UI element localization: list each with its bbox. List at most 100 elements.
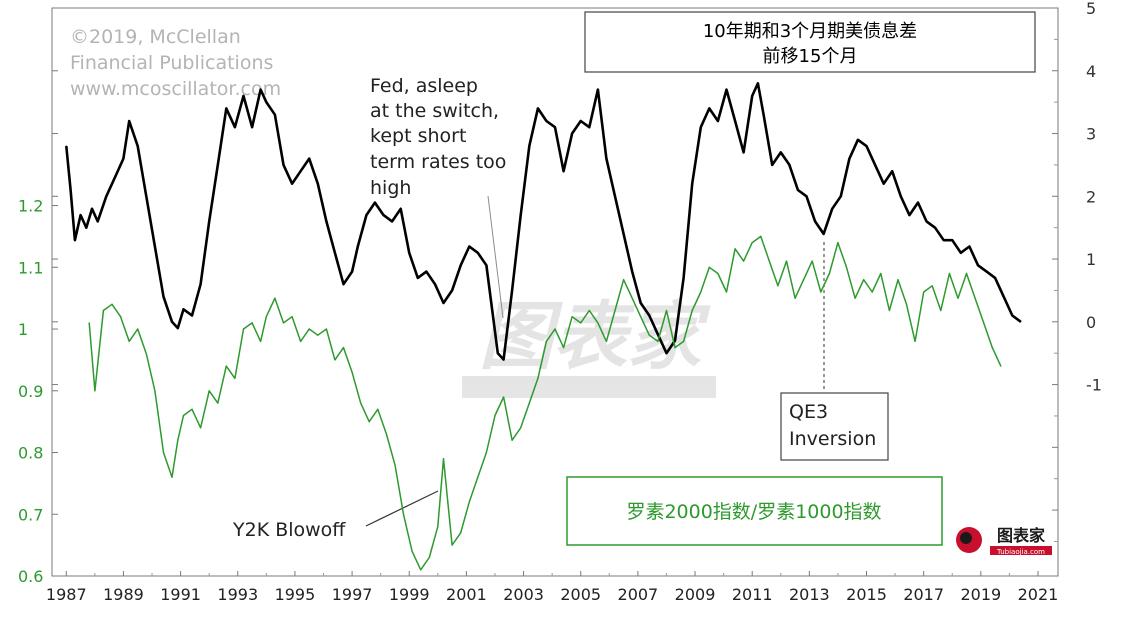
- yield-spread-point: [342, 283, 345, 285]
- russell-ratio-point: [282, 322, 285, 324]
- yield-spread-point: [865, 145, 868, 147]
- yield-spread-point: [417, 277, 419, 279]
- yield-spread-point: [374, 202, 376, 204]
- yield-spread-point: [674, 340, 676, 342]
- russell-ratio-point: [451, 544, 453, 546]
- russell-ratio-point: [394, 464, 396, 466]
- yield-spread-point: [282, 164, 285, 166]
- russell-ratio-point: [88, 322, 90, 324]
- x-tick-label: 2003: [503, 585, 544, 604]
- yield-spread-point: [814, 220, 816, 222]
- russell-ratio-point: [545, 340, 548, 342]
- yield-spread-point: [725, 89, 728, 91]
- yield-spread-point: [840, 195, 842, 197]
- x-tick-label: 2013: [789, 585, 830, 604]
- russell-ratio-point: [94, 390, 96, 392]
- yield-spread-point: [571, 132, 573, 135]
- russell-ratio-point: [402, 513, 405, 515]
- russell-ratio-point: [905, 303, 908, 305]
- title-box: [584, 11, 1036, 73]
- yield-spread-point: [751, 95, 753, 97]
- russell-ratio-point: [520, 427, 522, 429]
- yield-spread-point: [217, 164, 219, 166]
- yield-spread-point: [917, 202, 919, 204]
- russell-ratio-point: [274, 297, 276, 299]
- russell-ratio-point: [511, 439, 513, 441]
- yield-spread-point: [605, 158, 608, 160]
- russell-ratio-point: [897, 279, 899, 281]
- russell-ratio-point: [554, 328, 556, 330]
- russell-ratio-point: [777, 285, 779, 287]
- russell-ratio-point: [234, 377, 236, 379]
- yield-spread-point: [80, 214, 82, 216]
- yield-spread-point: [145, 195, 147, 197]
- russell-ratio-point: [605, 340, 608, 342]
- corner-logo-mark-inner: [960, 532, 972, 544]
- yield-spread-point: [408, 252, 410, 254]
- x-tick-label: 2017: [903, 585, 944, 604]
- yield-spread-point: [208, 220, 210, 222]
- x-tick-label: 2005: [560, 585, 601, 604]
- x-tick-label: 1997: [332, 585, 373, 604]
- yield-spread-point: [177, 327, 179, 329]
- russell-ratio-point: [845, 266, 848, 268]
- yield-spread-point: [97, 220, 99, 222]
- yield-spread-point: [648, 314, 650, 317]
- yield-spread-line: [65, 82, 1022, 361]
- russell-ratio-point: [674, 347, 676, 349]
- x-tick-label: 2011: [732, 585, 773, 604]
- x-tick-label: 2021: [1018, 585, 1059, 604]
- russell-ratio-point: [863, 279, 865, 281]
- left-tick-label: 1.2: [18, 197, 43, 216]
- russell-ratio-point: [760, 235, 762, 237]
- russell-ratio-point: [377, 408, 379, 410]
- yield-spread-point: [537, 107, 539, 109]
- yield-spread-point: [365, 214, 367, 216]
- yield-spread-point: [614, 195, 616, 197]
- yield-spread-point: [70, 189, 72, 191]
- yield-spread-point: [788, 164, 791, 166]
- yield-spread-point: [485, 264, 487, 266]
- russell-ratio-point: [631, 297, 633, 299]
- right-tick-label: 1: [1086, 250, 1096, 269]
- fed-pointer-line: [487, 195, 504, 319]
- yield-spread-point: [848, 158, 851, 160]
- russell-ratio-point: [571, 316, 573, 318]
- russell-ratio-point: [708, 266, 710, 268]
- fed-annotation-line-1: Fed, asleep: [370, 75, 478, 97]
- x-tick-label: 2007: [618, 585, 659, 604]
- corner-logo-text: 图表家: [997, 526, 1046, 545]
- yield-spread-point: [325, 220, 327, 222]
- russell-ratio-point: [317, 334, 319, 336]
- russell-ratio-point: [260, 340, 262, 342]
- fed-annotation-line-3: kept short: [370, 125, 466, 147]
- yield-spread-point: [580, 120, 582, 122]
- yield-spread-point: [708, 107, 710, 109]
- russell-ratio-point: [145, 353, 147, 355]
- yield-spread-point: [225, 107, 227, 109]
- russell-ratio-point: [940, 309, 942, 312]
- x-tick-label: 1999: [389, 585, 430, 604]
- yield-spread-point: [242, 95, 245, 97]
- russell-ratio-point: [325, 328, 327, 330]
- left-tick-label: 1: [18, 320, 28, 339]
- russell-ratio-point: [691, 309, 693, 312]
- left-axis-ticks: 1.2 1.1 1 0.9 0.8 0.7 0.6: [18, 197, 58, 586]
- russell-ratio-point: [983, 322, 985, 324]
- yield-spread-point: [171, 321, 173, 323]
- yield-spread-point: [182, 308, 185, 310]
- russell-ratio-point: [734, 248, 736, 250]
- yield-spread-point: [503, 358, 505, 361]
- russell-ratio-point: [914, 340, 916, 342]
- russell-ratio-point: [251, 322, 253, 324]
- yield-spread-point: [891, 170, 893, 172]
- yield-spread-point: [260, 89, 262, 91]
- russell-ratio-point: [360, 402, 362, 404]
- yield-spread-point: [563, 170, 565, 172]
- russell-ratio-point: [528, 402, 530, 404]
- x-tick-label: 2015: [846, 585, 887, 604]
- russell-ratio-point: [974, 297, 976, 299]
- yield-spread-point: [857, 139, 859, 141]
- yield-spread-point: [300, 170, 302, 172]
- russell-ratio-point: [225, 365, 227, 367]
